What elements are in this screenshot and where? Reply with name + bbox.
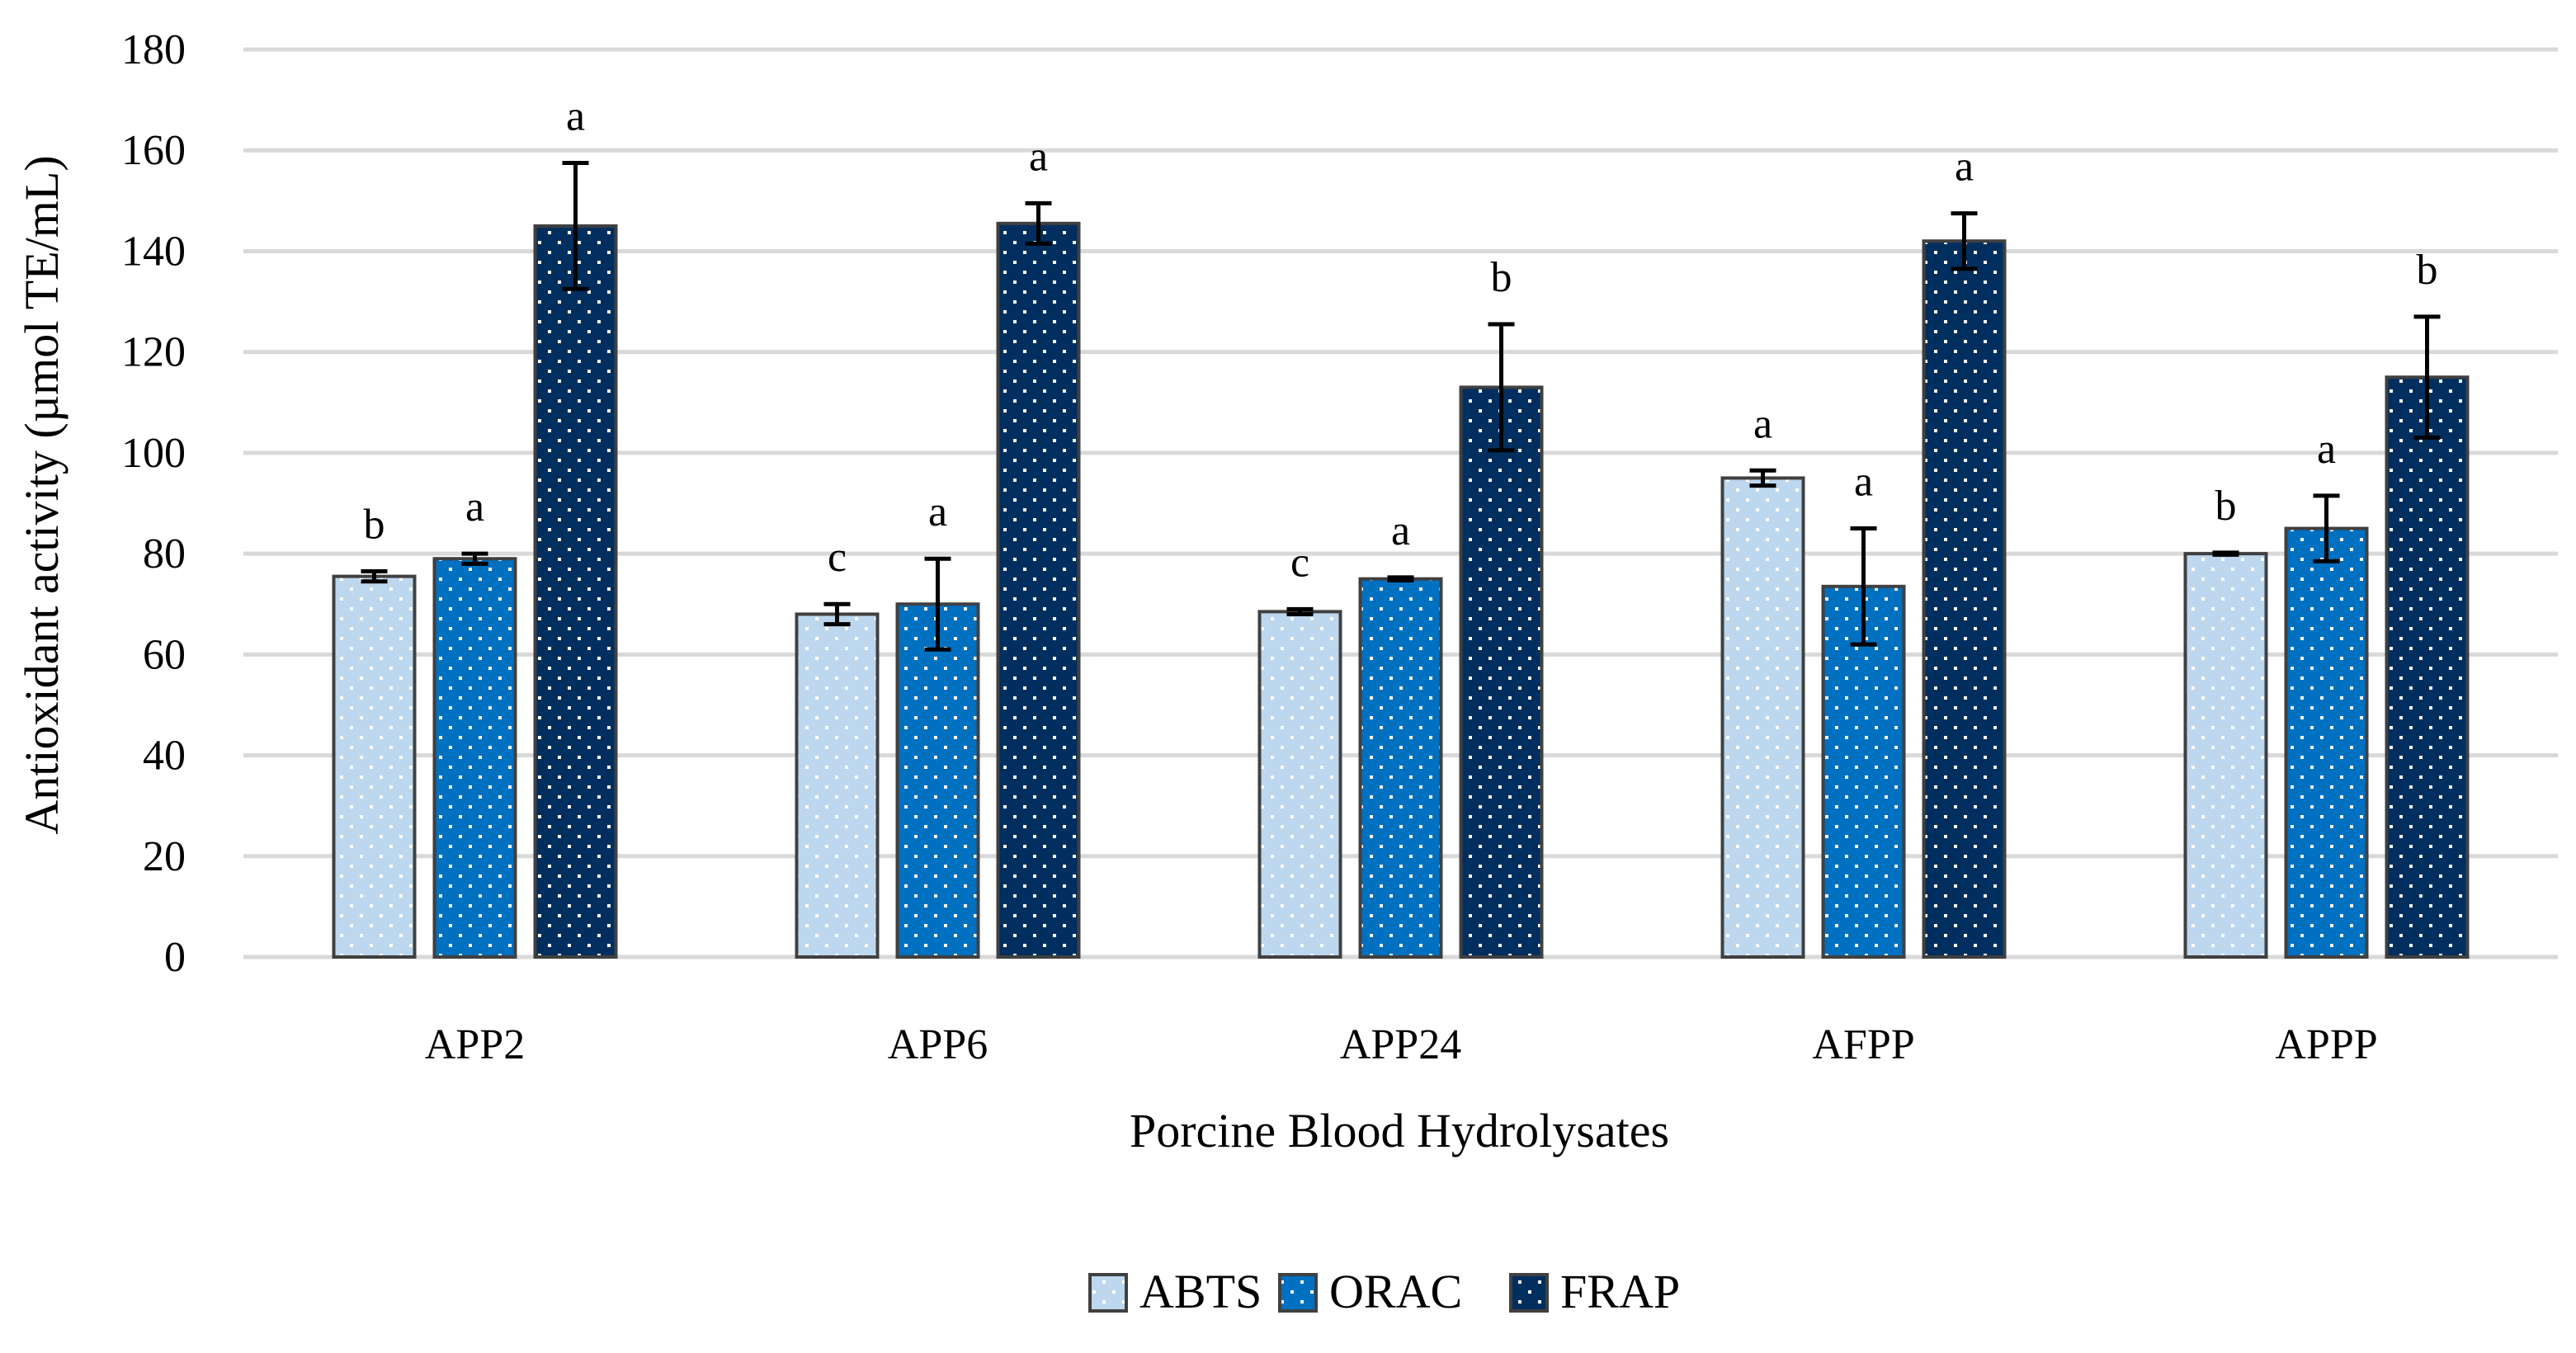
error-bar bbox=[1951, 211, 1978, 271]
y-axis-ticks: 0 20 40 60 80 100 120 140 160 180 bbox=[121, 26, 186, 981]
error-bar bbox=[1286, 606, 1314, 616]
y-tick-label: 60 bbox=[143, 631, 186, 678]
bar-group-app6-abts: c bbox=[795, 534, 880, 959]
bar bbox=[2183, 552, 2268, 959]
bar bbox=[2385, 375, 2470, 959]
bar-group-app2-orac: a bbox=[432, 483, 517, 959]
bar bbox=[1922, 239, 2007, 959]
significance-letter: b bbox=[1491, 254, 1512, 301]
significance-letter: a bbox=[1029, 133, 1048, 180]
bar-group-app6-orac: a bbox=[895, 488, 980, 959]
error-bar bbox=[1850, 526, 1877, 647]
bar bbox=[332, 574, 417, 959]
legend-item-frap: FRAP bbox=[1509, 1265, 1680, 1318]
legend-label: ABTS bbox=[1139, 1265, 1262, 1318]
x-axis-ticks: APP2 APP6 APP24 AFPP APPP bbox=[425, 1021, 2378, 1068]
legend-item-orac: ORAC bbox=[1278, 1265, 1462, 1318]
y-tick-label: 120 bbox=[121, 329, 186, 376]
bar-group-app2-abts: b bbox=[332, 502, 417, 959]
significance-letter: a bbox=[1955, 144, 1974, 191]
error-bar bbox=[2313, 493, 2340, 563]
significance-letter: a bbox=[2317, 426, 2336, 473]
x-tick-label: APPP bbox=[2275, 1021, 2377, 1068]
bar bbox=[996, 221, 1081, 959]
bar-group-app24-abts: c bbox=[1257, 539, 1342, 959]
bar-group-app24-orac: a bbox=[1358, 507, 1443, 959]
significance-letter: a bbox=[928, 488, 947, 535]
bar bbox=[1257, 610, 1342, 959]
error-bar bbox=[1749, 468, 1776, 488]
x-tick-label: APP2 bbox=[425, 1021, 525, 1068]
bar-group-app6-frap: a bbox=[996, 133, 1081, 959]
y-axis-title: Antioxidant activity (µmol TE/mL) bbox=[15, 155, 68, 834]
error-bar bbox=[823, 601, 851, 627]
bars: b a a c a a c a b a a a b a b bbox=[332, 93, 2470, 959]
bar-group-afpp-frap: a bbox=[1922, 144, 2007, 959]
bar bbox=[1821, 584, 1906, 959]
error-bar bbox=[2413, 314, 2441, 441]
y-tick-label: 180 bbox=[121, 26, 186, 73]
significance-letter: a bbox=[566, 93, 585, 140]
bar-group-app24-frap: b bbox=[1459, 254, 1544, 959]
x-axis-title: Porcine Blood Hydrolysates bbox=[1130, 1104, 1669, 1157]
legend-swatch bbox=[1088, 1273, 1128, 1313]
y-tick-label: 20 bbox=[143, 833, 186, 880]
legend-label: ORAC bbox=[1329, 1265, 1462, 1318]
bar-group-afpp-abts: a bbox=[1720, 400, 1805, 959]
x-tick-label: APP24 bbox=[1340, 1021, 1461, 1068]
significance-letter: c bbox=[1290, 539, 1309, 586]
bar bbox=[1459, 385, 1544, 959]
error-bar bbox=[1025, 200, 1052, 246]
bar-group-app2-frap: a bbox=[533, 93, 618, 959]
significance-letter: a bbox=[1854, 459, 1873, 506]
significance-letter: a bbox=[1753, 400, 1772, 447]
bar-group-appp-frap: b bbox=[2385, 247, 2470, 959]
legend-label: FRAP bbox=[1560, 1265, 1680, 1318]
gridlines bbox=[243, 47, 2558, 959]
error-bar bbox=[562, 161, 589, 291]
significance-letter: b bbox=[364, 502, 385, 549]
bar bbox=[2284, 526, 2369, 959]
bar bbox=[1720, 476, 1805, 959]
y-tick-label: 80 bbox=[143, 530, 186, 578]
bar bbox=[432, 557, 517, 959]
error-bar bbox=[361, 569, 388, 584]
error-bar bbox=[2212, 550, 2239, 557]
y-tick-label: 160 bbox=[121, 127, 186, 174]
legend: ABTS ORAC FRAP bbox=[1088, 1265, 1680, 1318]
bar bbox=[1358, 577, 1443, 959]
bar-group-appp-abts: b bbox=[2183, 483, 2268, 959]
error-bar bbox=[1488, 322, 1515, 453]
bar bbox=[795, 612, 880, 959]
x-tick-label: AFPP bbox=[1812, 1021, 1914, 1068]
significance-letter: b bbox=[2417, 247, 2438, 294]
y-tick-label: 0 bbox=[164, 934, 186, 981]
error-bar bbox=[924, 556, 951, 652]
error-bar bbox=[461, 551, 488, 566]
legend-swatch bbox=[1278, 1273, 1318, 1313]
y-tick-label: 40 bbox=[143, 733, 186, 780]
error-bar bbox=[1387, 575, 1414, 582]
legend-item-abts: ABTS bbox=[1088, 1265, 1262, 1318]
bar bbox=[533, 224, 618, 959]
significance-letter: b bbox=[2215, 483, 2237, 530]
bar-group-appp-orac: a bbox=[2284, 426, 2369, 959]
y-tick-label: 100 bbox=[121, 430, 186, 477]
y-tick-label: 140 bbox=[121, 228, 186, 275]
x-tick-label: APP6 bbox=[888, 1021, 988, 1068]
bar bbox=[895, 602, 980, 959]
significance-letter: a bbox=[465, 483, 484, 530]
legend-swatch bbox=[1509, 1273, 1549, 1313]
bar-group-afpp-orac: a bbox=[1821, 459, 1906, 959]
significance-letter: a bbox=[1391, 507, 1410, 554]
significance-letter: c bbox=[828, 534, 847, 581]
